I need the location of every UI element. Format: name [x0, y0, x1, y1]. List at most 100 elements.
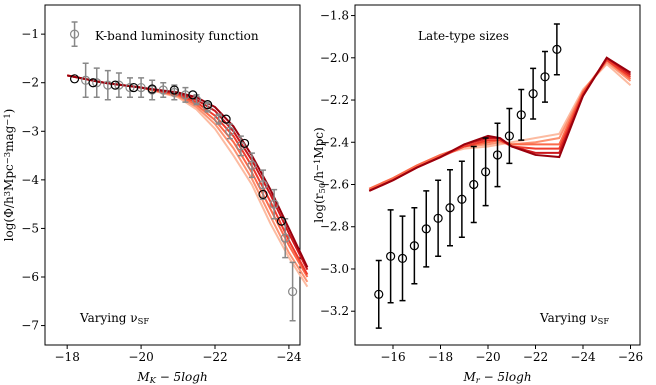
annotation-part: Varying ν: [79, 311, 138, 325]
data-point: [136, 82, 146, 93]
data-point: [114, 80, 124, 90]
model-line: [66, 74, 309, 288]
y-tick-label: −2.0: [320, 51, 349, 65]
data-point: [239, 138, 250, 149]
x-tick-label: −24: [570, 350, 596, 364]
data-point: [457, 194, 467, 204]
y-tick-label: −7: [21, 319, 39, 333]
x-tick-label: −22: [523, 350, 548, 364]
plot-frame: [44, 4, 301, 346]
data-point: [397, 253, 408, 264]
data-point: [169, 85, 179, 95]
y-axis-label-part: mag: [2, 125, 16, 152]
error-bar: [248, 152, 255, 179]
y-axis-label: log(Φ/h3Mpc−3mag−1): [2, 109, 16, 242]
error-bar: [138, 77, 145, 99]
x-axis-label-sub: K: [149, 375, 157, 385]
model-line: [66, 74, 309, 278]
y-axis-label-sup: 3: [2, 191, 12, 196]
error-bar: [260, 169, 267, 201]
error-bar: [387, 209, 394, 304]
data-point: [481, 167, 491, 177]
y-axis-label-sup: −1: [312, 159, 322, 171]
data-point: [492, 150, 503, 160]
data-point: [258, 180, 268, 190]
y-tick-label: −3.2: [320, 304, 349, 318]
data-point: [469, 179, 479, 190]
error-bar: [530, 67, 537, 120]
y-axis-label-part: /h: [312, 171, 326, 183]
data-point: [129, 82, 139, 93]
data-point: [221, 114, 231, 124]
data-point: [69, 74, 80, 84]
x-tick-label: −24: [276, 350, 302, 364]
error-bar: [542, 50, 548, 103]
error-bar: [289, 261, 296, 322]
y-axis-label-sub: 50: [317, 183, 327, 194]
data-point: [409, 241, 419, 251]
data-point: [214, 114, 224, 124]
error-bar: [435, 179, 442, 258]
data-point: [258, 189, 268, 200]
error-bar: [82, 62, 89, 99]
error-bar: [171, 84, 178, 101]
annotation: Varying νSF: [539, 311, 609, 326]
annotation-sub: SF: [598, 316, 610, 326]
x-tick-label: −18: [428, 350, 453, 364]
data-point: [540, 72, 550, 82]
annotation: Late-type sizes: [418, 29, 509, 43]
y-axis-label-part: log(Φ/h: [2, 196, 16, 241]
data-point: [103, 80, 113, 90]
error-bar: [447, 168, 453, 247]
y-tick-label: −3.0: [320, 262, 349, 276]
y-tick-label: −5: [21, 221, 39, 235]
error-bar: [470, 145, 477, 224]
model-line: [66, 74, 309, 276]
data-point: [269, 199, 279, 209]
error-bar: [494, 122, 501, 188]
data-point: [276, 216, 287, 226]
model-line: [368, 56, 632, 192]
model-line: [66, 74, 309, 268]
error-bar: [482, 137, 489, 207]
x-axis-label-part: − 5logh: [480, 370, 532, 384]
y-tick-label: −2.4: [320, 135, 350, 149]
x-axis-label: MK − 5logh: [136, 370, 207, 385]
data-point: [433, 213, 443, 223]
data-point: [552, 44, 562, 54]
error-bar: [553, 23, 560, 76]
x-tick-label: −20: [475, 350, 500, 364]
data-point: [247, 160, 257, 170]
error-bar: [71, 21, 78, 48]
annotation: K-band luminosity function: [95, 29, 259, 43]
y-tick-label: −2.8: [320, 220, 349, 234]
y-axis-label-part: Mpc): [312, 127, 326, 158]
data-point: [188, 90, 198, 100]
data-point: [180, 90, 191, 100]
data-point: [280, 233, 290, 243]
x-axis-label-sub: r: [476, 375, 481, 385]
x-tick-label: −20: [128, 350, 153, 364]
y-tick-label: −1.8: [320, 9, 349, 23]
y-tick-label: −4: [21, 173, 39, 187]
y-axis-label-sup: −1: [2, 113, 12, 125]
x-axis-label-part: M: [462, 370, 476, 384]
data-point: [92, 78, 102, 88]
data-point: [88, 78, 98, 88]
x-axis-label: Mr − 5logh: [462, 370, 531, 385]
data-point: [421, 224, 431, 234]
y-axis-label-part: log(r: [312, 193, 326, 222]
error-bar: [160, 81, 167, 99]
data-point: [225, 126, 235, 136]
y-axis-label: log(r50/h−1Mpc): [312, 127, 327, 222]
data-point: [147, 84, 157, 94]
y-axis-label-part: ): [2, 109, 16, 114]
data-point: [203, 99, 213, 110]
error-bar: [423, 190, 430, 268]
data-point: [125, 82, 135, 93]
error-bar: [104, 69, 111, 101]
data-point: [169, 87, 179, 98]
data-point: [374, 289, 384, 299]
error-bar: [411, 206, 418, 285]
